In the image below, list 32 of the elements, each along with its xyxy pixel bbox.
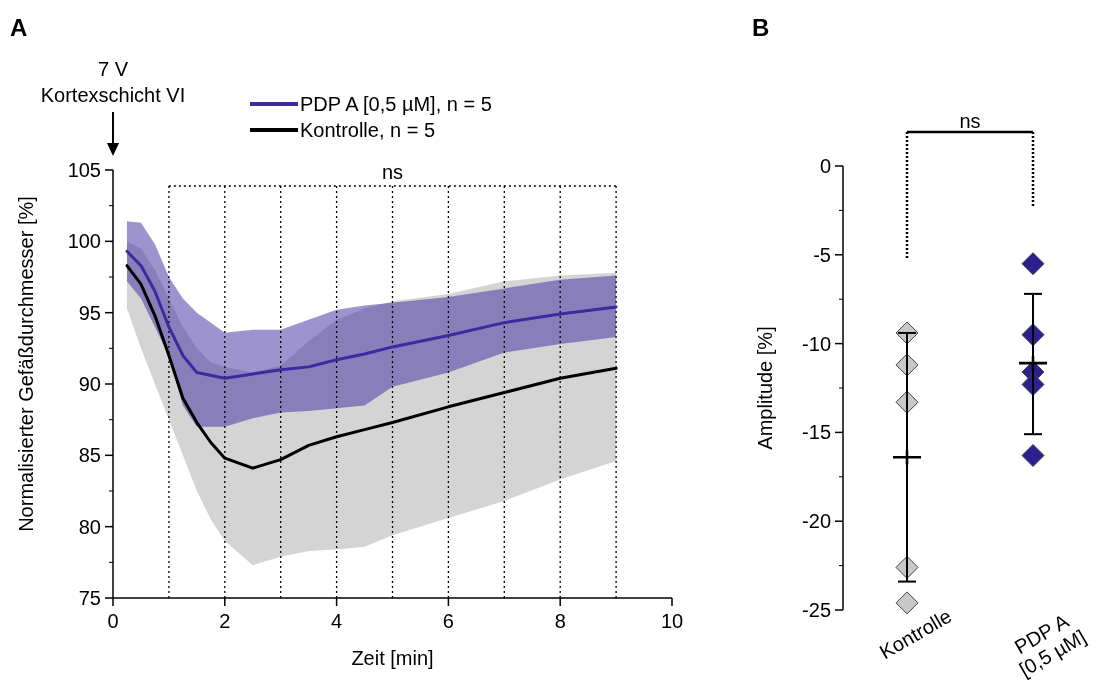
y-tick-label: 105	[67, 159, 101, 181]
y-tick-label: -5	[813, 243, 831, 266]
y-axis-title: Normalisierter Gefäßdurchmesser [%]	[15, 196, 37, 532]
y-tick-label: 0	[819, 155, 831, 177]
x-tick-label: 10	[660, 610, 684, 632]
y-tick-label: 90	[78, 373, 101, 395]
text: Kortexschicht VI	[40, 84, 186, 106]
y-tick-label: -25	[802, 599, 831, 621]
y-tick-label: -15	[802, 421, 831, 444]
y-tick-label: -10	[802, 332, 831, 355]
y-tick-label: 100	[67, 230, 101, 253]
x-tick-label: PDP A [0,5 µM]	[1010, 609, 1090, 681]
x-tick-label: 6	[442, 610, 454, 632]
x-tick-label: 8	[554, 610, 566, 632]
x-tick-label: 4	[331, 610, 343, 632]
chart-title: B	[752, 14, 770, 41]
y-tick-label: 85	[78, 444, 101, 467]
x-axis-title: Zeit [min]	[351, 647, 434, 669]
legend-label: PDP A [0,5 µM], n = 5	[300, 93, 492, 115]
text: ns	[959, 110, 981, 132]
chart-title: A	[10, 14, 28, 41]
x-tick-label: 0	[107, 610, 119, 632]
legend-label: Kontrolle, n = 5	[300, 119, 436, 141]
y-tick-label: -20	[802, 510, 831, 533]
y-tick-label: 80	[78, 515, 101, 538]
line-series	[125, 249, 618, 380]
x-tick-label: 2	[219, 610, 231, 632]
y-tick-label: 75	[78, 587, 101, 609]
y-axis-title: Amplitude [%]	[754, 326, 776, 450]
y-tick-label: 95	[78, 301, 101, 324]
text: 7 V	[97, 58, 129, 80]
annotation: ns	[381, 161, 404, 183]
